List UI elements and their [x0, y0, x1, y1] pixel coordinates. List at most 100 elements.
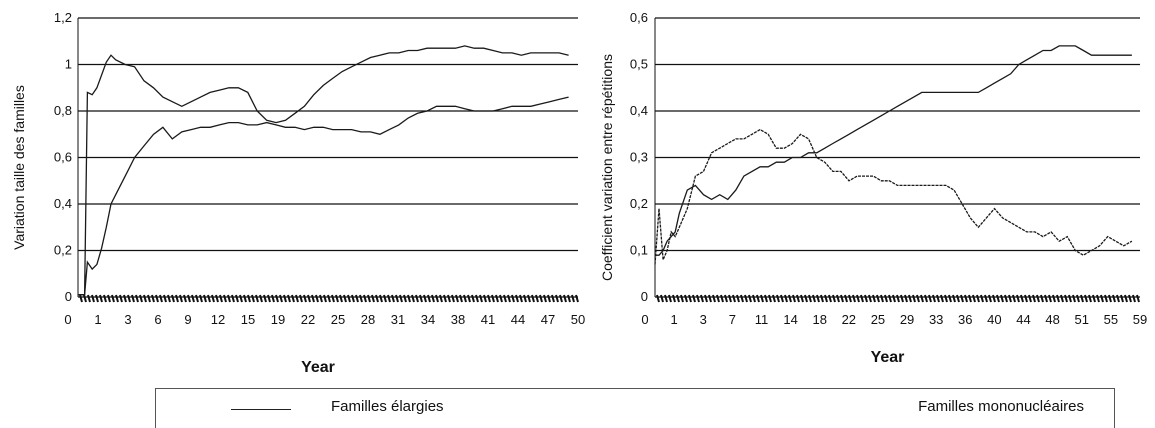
x-minor-tick [752, 294, 756, 303]
x-minor-tick [1040, 294, 1044, 303]
x-minor-tick [1104, 294, 1108, 303]
x-minor-tick [543, 294, 547, 303]
x-minor-tick [531, 294, 535, 303]
x-minor-tick [948, 294, 952, 303]
x-minor-tick [127, 294, 131, 303]
x-minor-tick [888, 294, 892, 303]
x-minor-tick [1116, 294, 1120, 303]
x-minor-tick [820, 294, 824, 303]
x-minor-tick [844, 294, 848, 303]
x-minor-tick [315, 294, 319, 303]
x-minor-tick [431, 294, 435, 303]
y-tick-label: 0,2 [54, 243, 72, 258]
x-minor-tick [1080, 294, 1084, 303]
x-minor-tick [439, 294, 443, 303]
x-minor-tick [319, 294, 323, 303]
x-minor-tick [892, 294, 896, 303]
x-minor-tick [1124, 294, 1128, 303]
x-minor-tick [716, 294, 720, 303]
x-minor-tick [928, 294, 932, 303]
series-line-familles-mononucleaires [654, 128, 1133, 265]
x-minor-tick [1036, 294, 1040, 303]
x-minor-tick [1012, 294, 1016, 303]
x-minor-tick [896, 294, 900, 303]
x-minor-tick [175, 294, 179, 303]
x-tick-label: 59 [1133, 312, 1147, 327]
x-minor-tick [1044, 294, 1048, 303]
x-tick-label: 51 [1075, 312, 1089, 327]
x-minor-tick [1072, 294, 1076, 303]
x-minor-tick [688, 294, 692, 303]
x-minor-tick [503, 294, 507, 303]
x-minor-tick [800, 294, 804, 303]
x-tick-label: 22 [301, 312, 315, 327]
x-minor-tick [275, 294, 279, 303]
x-minor-tick [1032, 294, 1036, 303]
x-minor-tick [664, 294, 668, 303]
x-minor-tick [1120, 294, 1124, 303]
x-tick-label: 44 [511, 312, 525, 327]
x-minor-tick [487, 294, 491, 303]
x-minor-tick [223, 294, 227, 303]
legend-label-nuclear-families: Familles mononucléaires [918, 398, 1084, 415]
x-minor-tick [1132, 294, 1136, 303]
x-minor-tick [976, 294, 980, 303]
x-minor-tick [299, 294, 303, 303]
x-minor-tick [704, 294, 708, 303]
x-minor-tick [555, 294, 559, 303]
x-minor-tick [563, 294, 567, 303]
x-minor-tick [856, 294, 860, 303]
x-tick-label: 14 [783, 312, 797, 327]
x-minor-tick [215, 294, 219, 303]
x-tick-label: 50 [571, 312, 585, 327]
x-minor-tick [151, 294, 155, 303]
x-minor-tick [103, 294, 107, 303]
x-minor-tick [227, 294, 231, 303]
x-minor-tick [475, 294, 479, 303]
x-minor-tick [307, 294, 311, 303]
x-minor-tick [255, 294, 259, 303]
x-tick-label: 38 [451, 312, 465, 327]
x-minor-tick [123, 294, 127, 303]
x-minor-tick [760, 294, 764, 303]
x-minor-tick [712, 294, 716, 303]
x-minor-tick [407, 294, 411, 303]
y-tick-label: 0,4 [630, 103, 648, 118]
x-minor-tick [171, 294, 175, 303]
y-tick-label: 1 [65, 57, 72, 72]
x-minor-tick [243, 294, 247, 303]
x-minor-tick [495, 294, 499, 303]
x-minor-tick [411, 294, 415, 303]
x-minor-tick [527, 294, 531, 303]
x-minor-tick [247, 294, 251, 303]
x-tick-label: 3 [700, 312, 707, 327]
x-minor-tick [1100, 294, 1104, 303]
x-minor-tick [351, 294, 355, 303]
x-minor-tick [936, 294, 940, 303]
x-minor-tick [327, 294, 331, 303]
x-minor-tick [507, 294, 511, 303]
x-minor-tick [511, 294, 515, 303]
x-minor-tick [339, 294, 343, 303]
x-minor-tick [383, 294, 387, 303]
x-tick-label: 3 [124, 312, 131, 327]
x-minor-tick [115, 294, 119, 303]
x-minor-tick [980, 294, 984, 303]
x-minor-tick [535, 294, 539, 303]
x-minor-tick [231, 294, 235, 303]
x-minor-tick [311, 294, 315, 303]
x-minor-tick [559, 294, 563, 303]
x-minor-tick [1092, 294, 1096, 303]
x-minor-tick [812, 294, 816, 303]
x-minor-tick [776, 294, 780, 303]
x-minor-tick [836, 294, 840, 303]
x-minor-tick [768, 294, 772, 303]
x-tick-label: 22 [842, 312, 856, 327]
x-minor-tick [680, 294, 684, 303]
x-tick-label: 41 [481, 312, 495, 327]
x-minor-tick [395, 294, 399, 303]
x-minor-tick [824, 294, 828, 303]
x-minor-tick [359, 294, 363, 303]
x-minor-tick [91, 294, 95, 303]
x-minor-tick [443, 294, 447, 303]
